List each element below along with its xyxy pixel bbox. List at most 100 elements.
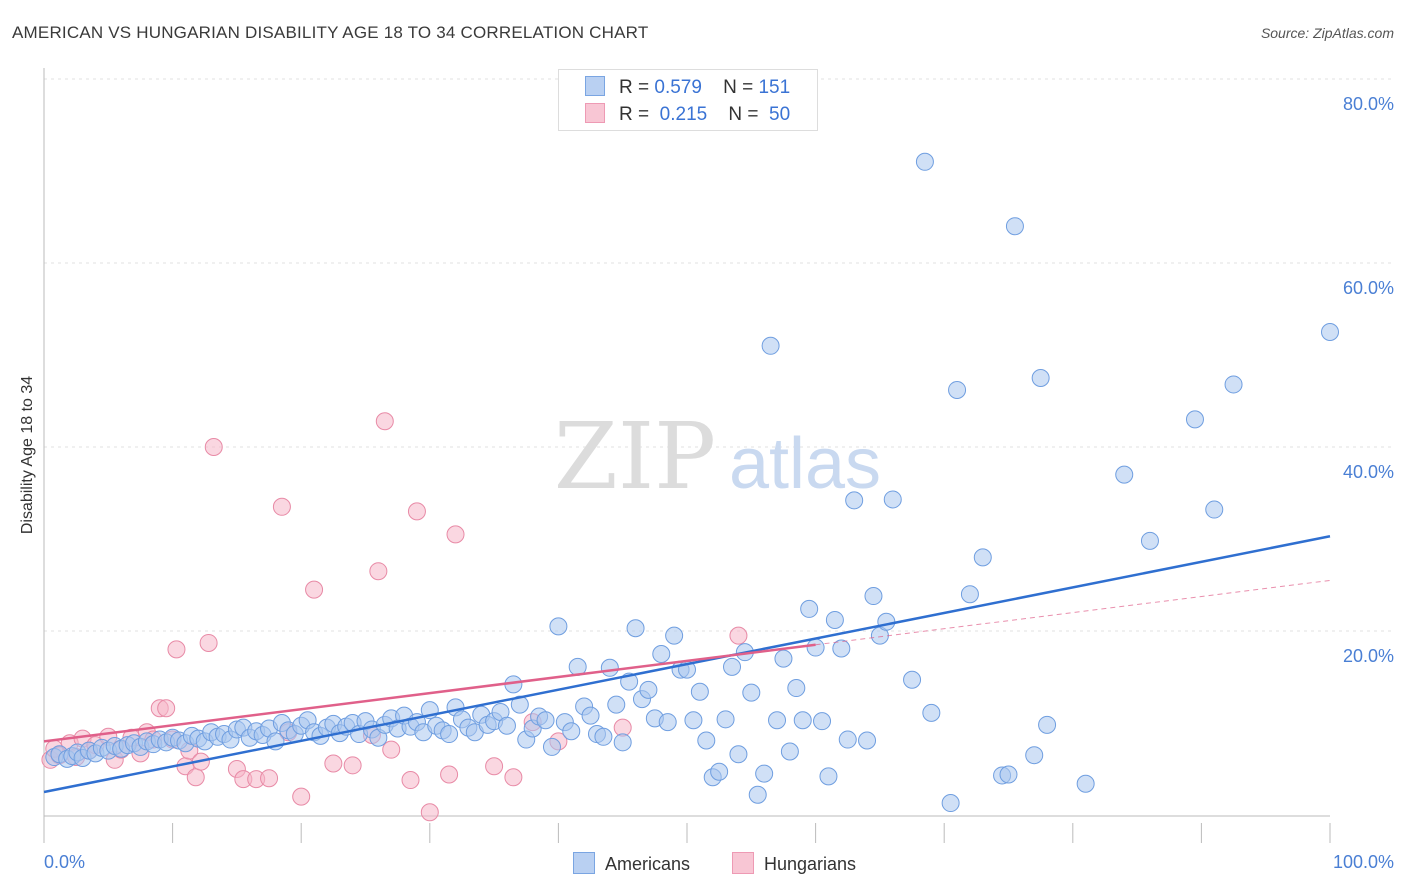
legend-swatch-hungarians: [585, 103, 605, 123]
hungarian-point: [401, 771, 420, 790]
hungarian-point: [204, 438, 223, 456]
legend-swatch-americans: [585, 76, 605, 96]
american-point: [960, 585, 979, 604]
american-point: [716, 710, 735, 729]
legend-americans-r-label: R =: [619, 77, 650, 98]
american-point: [536, 711, 555, 730]
hungarian-point: [167, 640, 186, 659]
american-point: [600, 658, 619, 677]
source-label: Source: ZipAtlas.com: [1260, 25, 1394, 41]
american-point: [690, 682, 709, 701]
legend-hungarians-n-label: N =: [728, 104, 759, 125]
american-point: [999, 765, 1018, 784]
hungarian-point: [729, 626, 748, 645]
american-points: [45, 152, 1339, 813]
hungarian-point: [369, 562, 388, 581]
american-point: [813, 712, 832, 731]
american-point: [793, 711, 812, 730]
american-point: [497, 716, 516, 735]
hungarian-point: [343, 756, 362, 775]
american-point: [806, 638, 825, 657]
american-point: [748, 785, 767, 804]
legend-row-hungarians: R = 0.215 N = 50: [585, 103, 790, 126]
american-point: [832, 639, 851, 658]
american-point: [1025, 746, 1044, 765]
american-point: [542, 737, 561, 756]
legend-americans-r: 0.579: [654, 77, 702, 98]
hungarian-point: [272, 497, 291, 516]
american-point: [800, 599, 819, 618]
bottom-legend-americans-label: Americans: [605, 854, 691, 874]
american-point: [549, 617, 568, 636]
american-point: [723, 657, 742, 676]
y-tick-label-20: 20.0%: [1342, 646, 1394, 666]
american-point: [729, 745, 748, 764]
american-point: [948, 380, 967, 399]
american-point: [858, 731, 877, 750]
american-point: [774, 649, 793, 668]
legend-hungarians-r-label: R =: [619, 104, 650, 125]
american-point: [922, 703, 941, 722]
hungarian-point: [157, 699, 176, 718]
bottom-legend-hungarians: Hungarians: [732, 852, 856, 875]
grid-lines: [44, 78, 1392, 632]
american-point: [825, 610, 844, 629]
watermark-atlas: atlas: [729, 424, 881, 504]
american-point: [780, 742, 799, 761]
legend-americans-n: 151: [758, 77, 791, 98]
american-point: [768, 711, 787, 730]
american-point: [607, 695, 626, 714]
american-point: [1185, 410, 1204, 429]
american-point: [755, 764, 774, 783]
american-point: [903, 670, 922, 689]
hungarian-point: [260, 769, 279, 788]
hungarian-point: [407, 502, 426, 521]
american-point: [845, 491, 864, 510]
american-point: [761, 336, 780, 355]
american-point: [684, 711, 703, 730]
american-trend-line: [43, 535, 1331, 794]
bottom-swatch-americans: [573, 852, 595, 874]
american-point: [1031, 369, 1050, 387]
legend-americans-n-label: N =: [723, 77, 754, 98]
watermark: ZIP atlas: [554, 403, 881, 510]
american-point: [838, 730, 857, 749]
watermark-zip: ZIP: [554, 403, 716, 510]
american-point: [1076, 774, 1095, 793]
american-point: [697, 731, 716, 750]
chart-title: AMERICAN VS HUNGARIAN DISABILITY AGE 18 …: [12, 23, 649, 42]
american-point: [1321, 323, 1339, 341]
american-point: [1205, 500, 1224, 519]
american-point: [973, 548, 992, 567]
american-point: [864, 587, 883, 606]
hungarian-point: [199, 633, 218, 652]
hungarian-point: [420, 803, 439, 822]
american-point: [639, 680, 658, 699]
hungarian-point: [305, 580, 324, 599]
american-point: [883, 490, 902, 509]
american-point: [658, 713, 677, 732]
y-tick-label-80: 80.0%: [1342, 94, 1394, 114]
trend-lines: [43, 535, 1331, 794]
hungarian-point: [324, 754, 343, 773]
american-point: [1140, 531, 1159, 550]
american-point: [613, 733, 632, 752]
x-tick-max: 100.0%: [1332, 852, 1394, 872]
american-point: [742, 683, 761, 702]
bottom-swatch-hungarians: [732, 852, 754, 874]
american-point: [440, 725, 459, 744]
legend-hungarians-n: 50: [769, 104, 791, 125]
american-point: [594, 727, 613, 746]
bottom-legend-americans: Americans: [573, 852, 690, 875]
american-point: [819, 767, 838, 786]
hungarian-point: [504, 768, 523, 787]
hungarian-point: [186, 768, 205, 787]
hungarian-point: [382, 740, 401, 759]
american-point: [1038, 715, 1057, 734]
hungarian-trend-extension: [815, 579, 1331, 646]
hungarian-point: [292, 787, 311, 806]
american-point: [915, 152, 934, 171]
american-point: [652, 645, 671, 663]
american-point: [787, 679, 806, 698]
